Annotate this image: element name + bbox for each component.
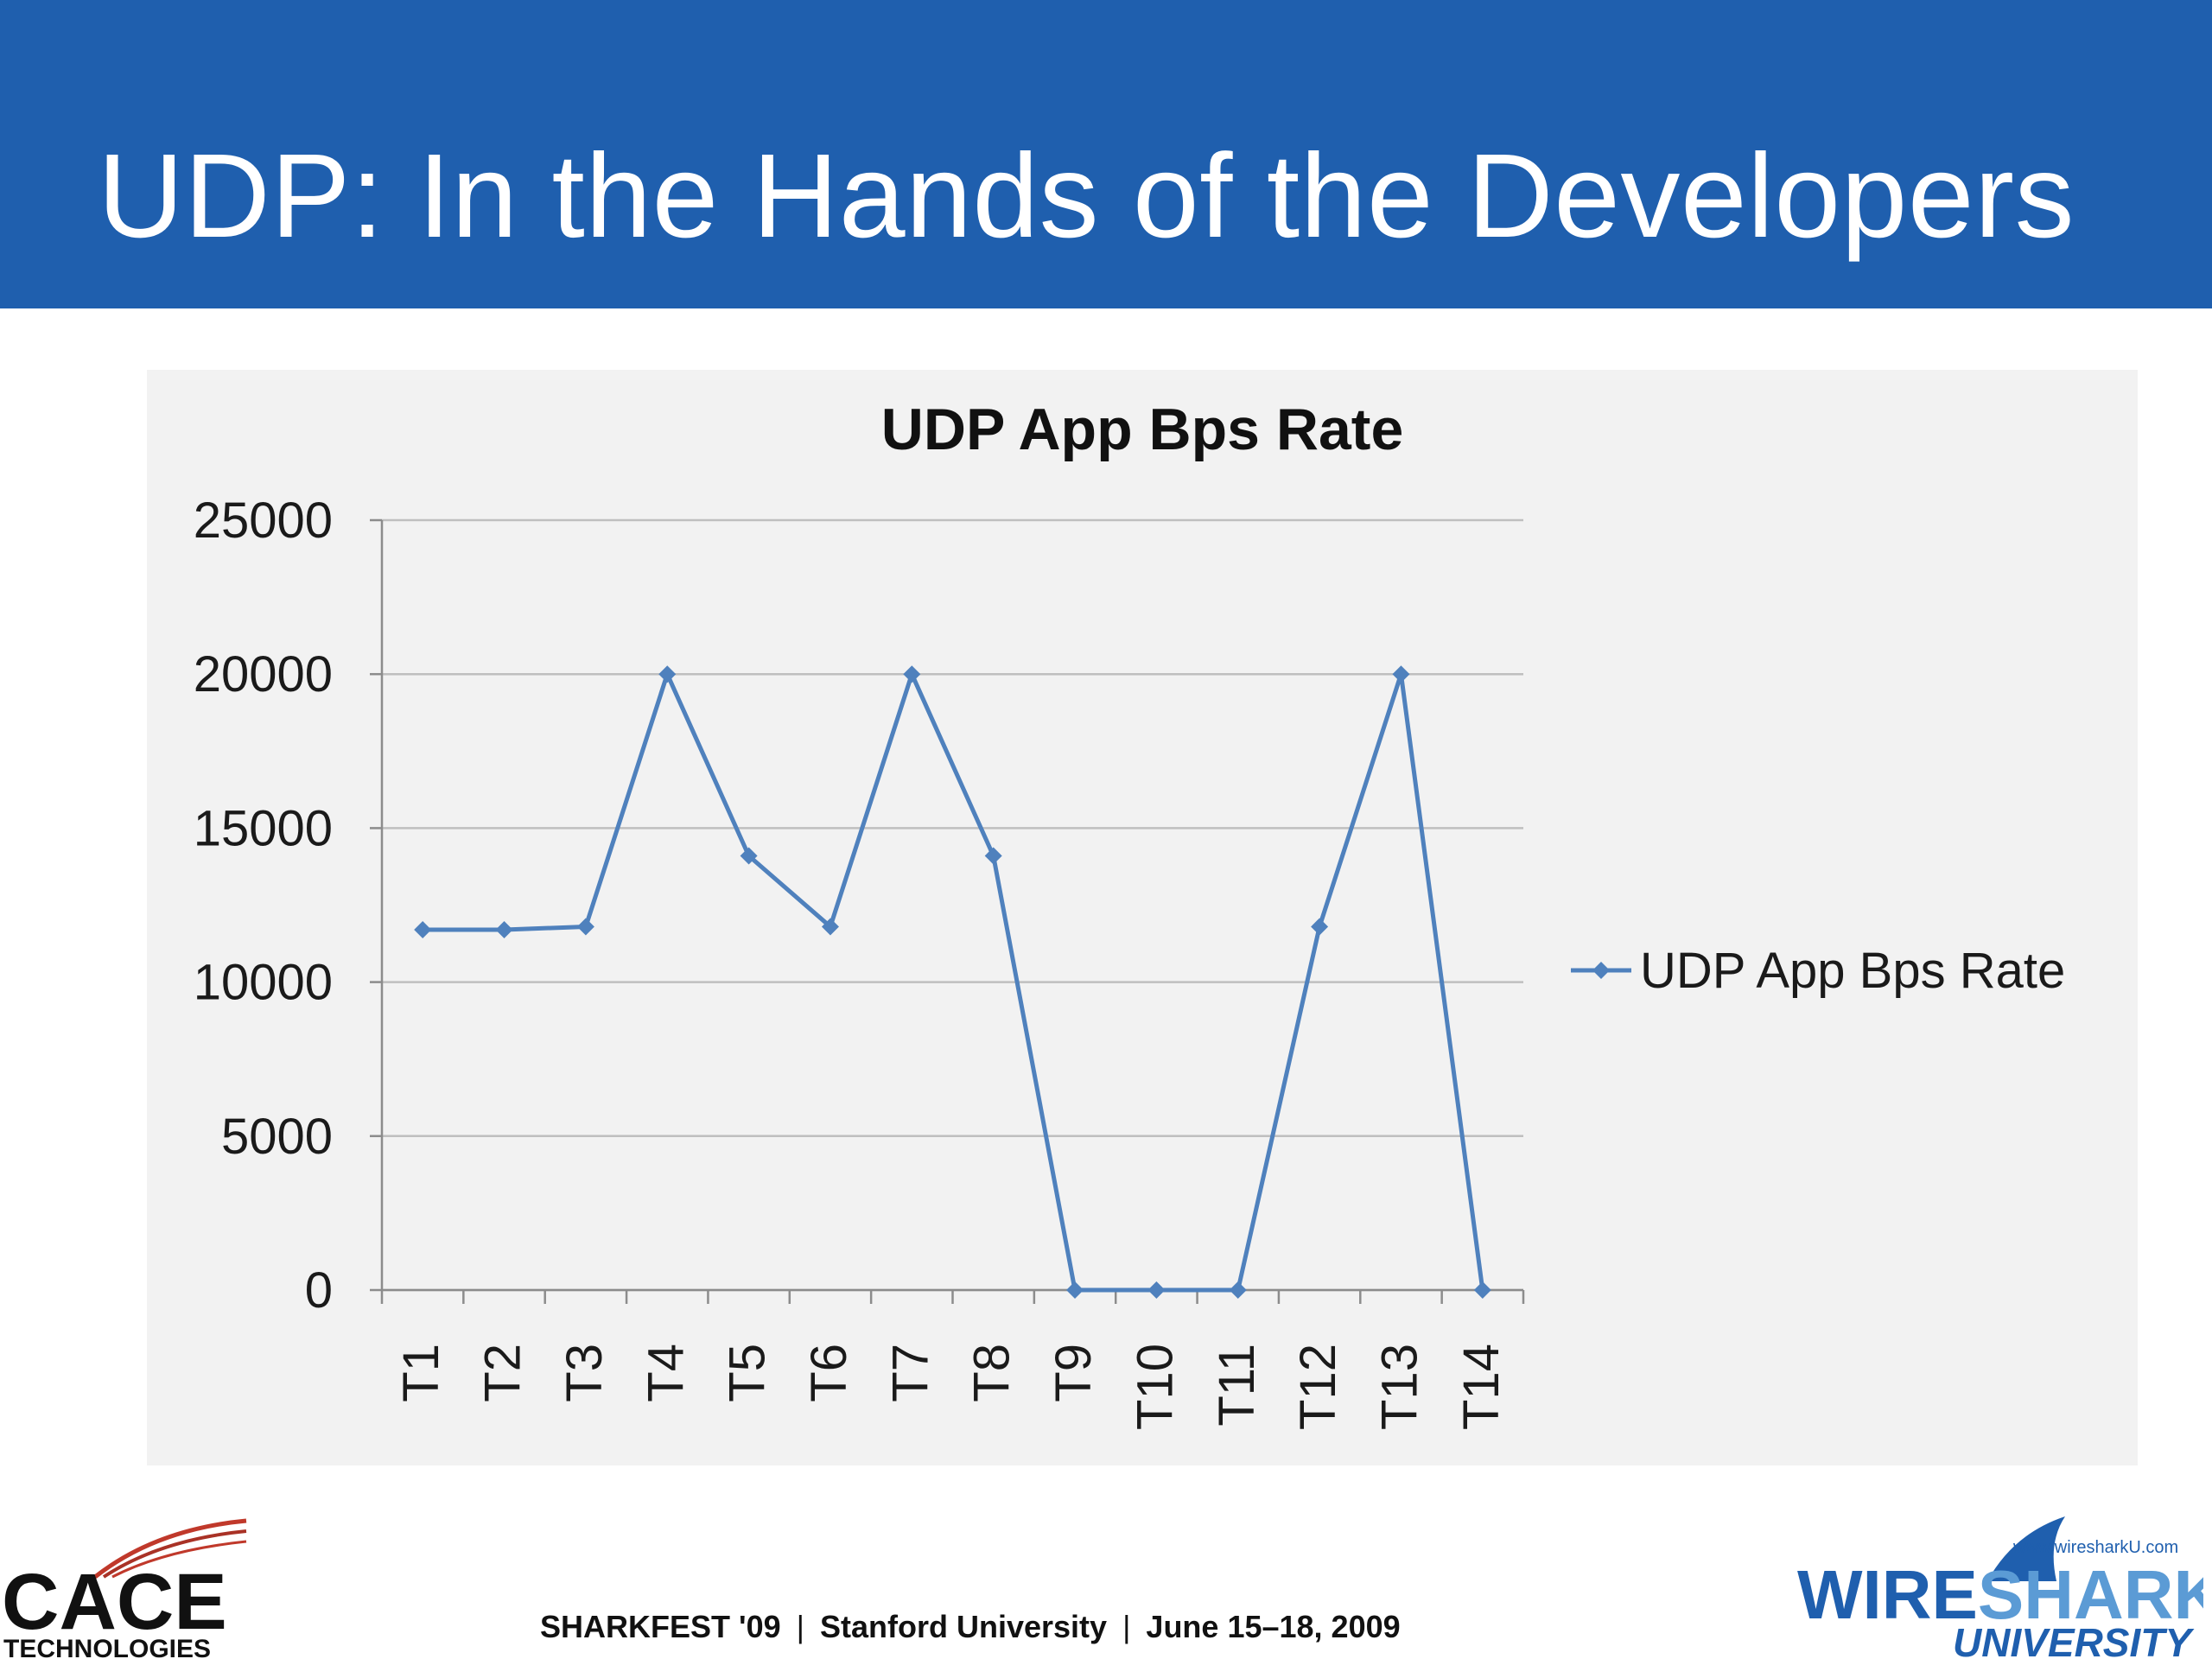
data-point	[576, 918, 594, 936]
x-tick-label: T3	[556, 1344, 613, 1402]
x-tick-label: T5	[720, 1344, 776, 1402]
footer-venue: Stanford University	[819, 1609, 1108, 1644]
cace-logo-subtext: TECHNOLOGIES	[3, 1635, 211, 1659]
footer-separator: |	[1122, 1609, 1131, 1644]
wireshark-logo-text-b: SHARK	[1978, 1556, 2203, 1633]
y-tick-label: 15000	[194, 800, 333, 856]
slide-title: UDP: In the Hands of the Developers	[98, 130, 2075, 263]
chart-title: UDP App Bps Rate	[881, 397, 1404, 462]
data-point	[1066, 1281, 1084, 1299]
data-point	[903, 665, 921, 683]
data-point	[1311, 918, 1329, 936]
wireshark-university-logo: www.wiresharkU.com WIRESHARK UNIVERSITY	[1797, 1516, 2203, 1659]
wireshark-logo-subtext: UNIVERSITY	[1953, 1620, 2195, 1659]
x-tick-label: T12	[1290, 1344, 1346, 1430]
data-point	[495, 921, 513, 939]
x-tick-label: T13	[1371, 1344, 1427, 1430]
title-banner: UDP: In the Hands of the Developers	[0, 0, 2212, 308]
data-point	[740, 847, 758, 865]
x-tick-label: T7	[882, 1344, 938, 1402]
y-tick-label: 0	[305, 1262, 333, 1319]
footer: SHARKFEST '09 | Stanford University | June 1…	[540, 1609, 1401, 1645]
y-tick-label: 20000	[194, 646, 333, 702]
chart-background	[147, 370, 2138, 1465]
wireshark-url: www.wiresharkU.com	[2012, 1538, 2178, 1557]
x-tick-label: T2	[475, 1344, 531, 1402]
data-point	[1147, 1281, 1166, 1299]
legend-marker	[1592, 962, 1610, 979]
data-point	[821, 918, 839, 936]
data-point	[984, 847, 1002, 865]
data-point	[1392, 665, 1410, 683]
x-tick-label: T10	[1127, 1344, 1183, 1430]
series-line	[423, 671, 1485, 1293]
x-tick-label: T8	[964, 1344, 1020, 1402]
cace-logo: CACE TECHNOLOGIES	[2, 1518, 247, 1659]
x-tick-label: T4	[638, 1344, 694, 1402]
x-tick-label: T11	[1209, 1344, 1265, 1427]
footer-separator: |	[796, 1609, 804, 1644]
x-tick-label: T9	[1046, 1344, 1102, 1402]
footer-dates: June 15–18, 2009	[1146, 1609, 1401, 1644]
y-tick-label: 5000	[221, 1109, 333, 1165]
y-tick-label: 25000	[194, 493, 333, 549]
wireshark-logo-text-a: WIRE	[1797, 1556, 1978, 1633]
x-tick-label: T14	[1453, 1344, 1510, 1430]
data-point	[414, 921, 432, 939]
data-point	[1473, 1281, 1491, 1299]
data-point	[1229, 1281, 1247, 1299]
x-tick-label: T6	[801, 1344, 857, 1402]
cace-logo-text: CACE	[2, 1558, 227, 1646]
legend-label: UDP App Bps Rate	[1640, 943, 2065, 999]
svg-text:WIRESHARK: WIRESHARK	[1797, 1556, 2203, 1633]
data-point	[658, 665, 677, 683]
y-tick-label: 10000	[194, 955, 333, 1011]
footer-event: SHARKFEST '09	[540, 1609, 781, 1644]
x-tick-label: T1	[393, 1344, 449, 1402]
